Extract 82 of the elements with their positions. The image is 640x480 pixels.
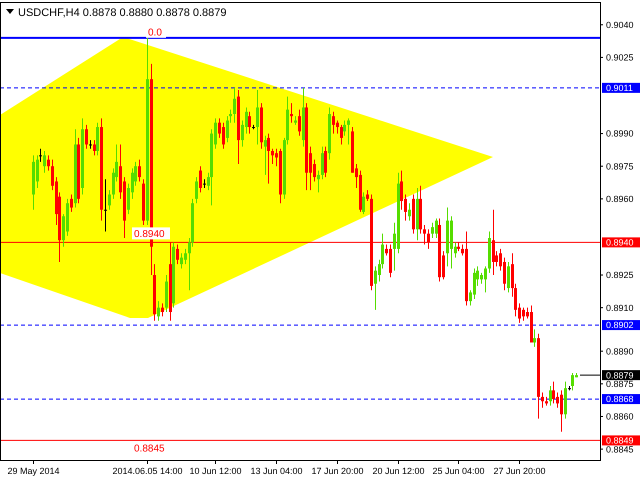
ref-line-label: 0.8879 (606, 370, 634, 380)
candlestick (138, 159, 141, 182)
y-tick-label: 0.8875 (606, 378, 634, 389)
annotation: 0.0 (148, 27, 162, 38)
candlestick (336, 120, 339, 134)
candlestick (560, 390, 563, 432)
candlestick (104, 178, 107, 232)
x-tick-label: 2014.06.05 14:00 (112, 466, 183, 476)
candlestick (435, 218, 438, 239)
x-tick-label: 13 Jun 04:00 (250, 466, 303, 476)
candlestick (340, 124, 343, 145)
candlestick (507, 261, 510, 293)
y-tick-label: 0.9040 (606, 20, 634, 30)
x-tick-label: 27 Jun 20:00 (493, 466, 546, 476)
candlestick (96, 122, 99, 156)
candlestick (362, 192, 365, 215)
annotation: 0.8845 (134, 444, 166, 454)
candlestick (317, 170, 320, 193)
y-tick-label: 0.8975 (606, 161, 634, 172)
y-tick-label: 0.8960 (606, 194, 634, 204)
candlestick (47, 154, 50, 172)
y-tick-label: 0.8860 (606, 412, 634, 422)
x-tick-label: 10 Jun 12:00 (189, 466, 242, 476)
x-tick-label: 17 Jun 20:00 (311, 466, 364, 476)
chart-title: USDCHF,H4 0.8878 0.8880 0.8878 0.8879 (18, 6, 227, 19)
candlestick (180, 252, 183, 269)
candlestick (248, 111, 251, 134)
candlestick (332, 111, 335, 134)
candlestick (222, 122, 225, 150)
ref-line-label: 0.9011 (606, 83, 633, 94)
candlestick (484, 266, 487, 293)
candlestick (108, 190, 111, 210)
candlestick (298, 109, 301, 136)
ref-line-label: 0.8902 (606, 320, 634, 330)
y-tick-label: 0.8925 (606, 270, 634, 280)
candlestick (161, 302, 164, 317)
candlestick (503, 257, 506, 291)
ref-line-label: 0.8849 (606, 436, 634, 446)
candlestick (93, 140, 96, 156)
y-tick-label: 0.8890 (606, 346, 634, 356)
x-tick-label: 29 May 2014 (7, 466, 60, 476)
candlestick (324, 146, 327, 178)
candlestick (157, 300, 160, 322)
candlestick (264, 135, 267, 176)
candlestick (431, 222, 434, 239)
candlestick (271, 148, 274, 165)
candlestick (400, 170, 403, 210)
candlestick (321, 146, 324, 180)
candlestick (39, 148, 42, 162)
candlestick (195, 176, 198, 204)
ref-line-label: 0.8940 (606, 238, 634, 248)
candlestick (541, 392, 544, 408)
y-tick-label: 0.8845 (606, 444, 634, 454)
y-tick-label: 0.9025 (606, 52, 634, 63)
candlestick (267, 133, 270, 184)
candlestick (408, 202, 411, 222)
x-tick-label: 20 Jun 12:00 (372, 466, 425, 476)
y-tick-label: 0.8910 (606, 302, 634, 313)
ref-line-label: 0.8868 (606, 394, 634, 404)
candlestick (43, 150, 46, 174)
candlestick (552, 381, 555, 404)
candlestick (233, 87, 236, 124)
candlestick (89, 140, 92, 150)
candlestick (85, 124, 88, 150)
candlestick (522, 307, 525, 322)
annotation: 0.8940 (134, 228, 166, 240)
candlestick (199, 166, 202, 193)
candlestick (473, 268, 476, 300)
candlestick (70, 194, 73, 212)
x-tick-label: 25 Jun 04:00 (432, 466, 485, 476)
candlestick (549, 386, 552, 406)
candlestick (343, 120, 346, 136)
candlestick (256, 90, 259, 145)
candlestick (374, 266, 377, 310)
candlestick (480, 272, 483, 284)
candlestick (184, 248, 187, 265)
candlestick (571, 372, 574, 391)
candlestick (533, 328, 536, 348)
y-tick-label: 0.8990 (606, 128, 634, 139)
candlestick (347, 118, 350, 145)
candlestick (290, 102, 293, 124)
candlestick (366, 190, 369, 202)
